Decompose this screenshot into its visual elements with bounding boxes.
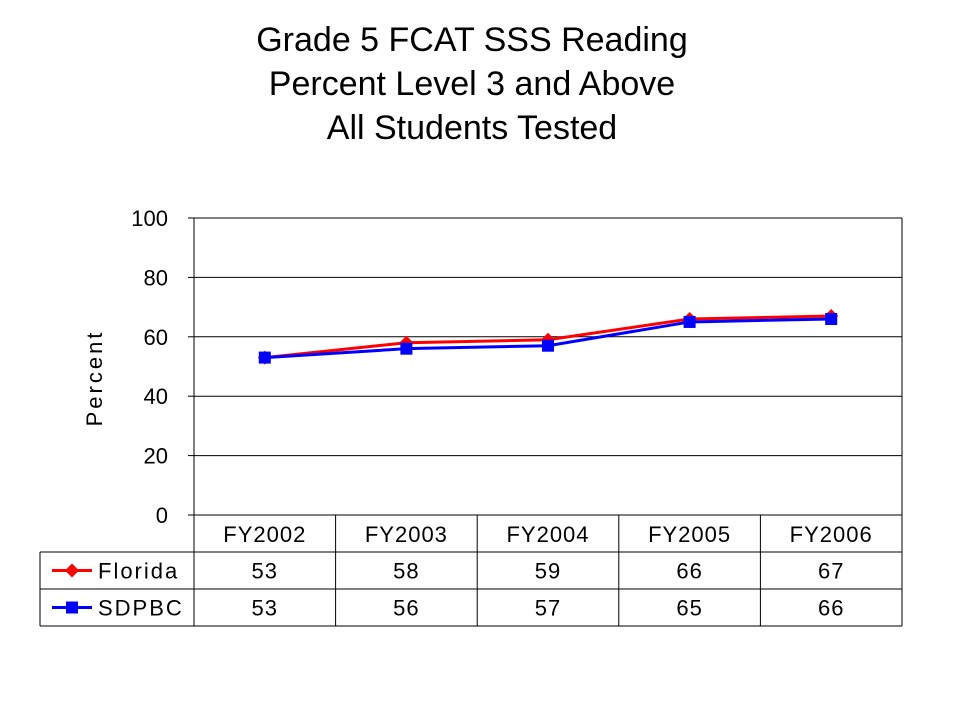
data-label: 66 [676, 559, 702, 584]
data-point [683, 315, 696, 328]
x-category-label: FY2005 [648, 522, 731, 547]
chart-title: Grade 5 FCAT SSS Reading Percent Level 3… [0, 18, 944, 150]
axes: 0 20 40 60 80 100 [131, 206, 903, 528]
y-tick-label: 0 [156, 503, 168, 528]
gridlines [194, 217, 902, 516]
x-category-label: FY2002 [223, 522, 306, 547]
legend-key-marker [65, 563, 79, 578]
y-axis-label: Percent [82, 330, 107, 427]
y-tick-label: 20 [144, 444, 168, 469]
x-category-label: FY2004 [506, 522, 589, 547]
chart-title-line-3: All Students Tested [326, 109, 618, 147]
series-group [257, 309, 839, 365]
chart-title-line-1: Grade 5 FCAT SSS Reading [256, 21, 688, 59]
data-label: 56 [393, 596, 419, 621]
data-label: 53 [252, 559, 278, 584]
x-category-label: FY2003 [365, 522, 448, 547]
data-table: FY2002 FY2003 FY2004 FY2005 FY2006 Florida 53 5… [39, 514, 903, 627]
y-tick-label: 60 [144, 325, 168, 350]
y-tick-label: 80 [144, 265, 168, 290]
y-tick-label: 100 [131, 206, 168, 231]
data-point [400, 342, 413, 355]
legend-label: Florida [98, 559, 179, 584]
data-point [258, 351, 271, 364]
data-label: 66 [818, 596, 844, 621]
data-label: 58 [393, 559, 419, 584]
data-point [542, 339, 554, 352]
data-label: 59 [535, 559, 561, 584]
legend-label: SDPBC [98, 596, 184, 621]
data-label: 65 [676, 596, 702, 621]
x-category-label: FY2006 [790, 522, 873, 547]
legend-key-marker [66, 601, 78, 614]
y-tick-label: 40 [144, 384, 168, 409]
data-point [825, 312, 838, 325]
data-label: 67 [818, 559, 844, 584]
data-label: 57 [535, 596, 561, 621]
chart-title-line-2: Percent Level 3 and Above [268, 65, 676, 103]
data-label: 53 [252, 596, 278, 621]
